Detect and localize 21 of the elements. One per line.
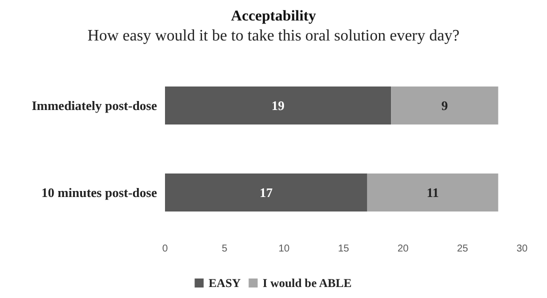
chart-subtitle: How easy would it be to take this oral solution every day? — [88, 28, 460, 44]
legend-label: EASY — [208, 276, 241, 290]
y-tick-label: Immediately post-dose — [32, 98, 158, 113]
bar — [391, 86, 498, 124]
data-label: 17 — [260, 185, 274, 200]
x-tick-label: 5 — [222, 244, 228, 254]
x-tick-label: 10 — [278, 244, 290, 254]
legend-label: I would be ABLE — [262, 276, 352, 290]
x-tick-label: 15 — [338, 244, 350, 254]
data-label: 19 — [272, 98, 286, 113]
x-tick-label: 25 — [456, 244, 468, 254]
x-tick-label: 0 — [162, 244, 168, 254]
bar — [165, 174, 368, 212]
x-tick-label: 30 — [516, 244, 528, 254]
bar — [367, 174, 498, 212]
data-label: 9 — [441, 98, 448, 113]
bar — [165, 86, 392, 124]
y-tick-label: 10 minutes post-dose — [41, 185, 158, 200]
chart-title: Acceptability — [231, 8, 316, 24]
data-label: 11 — [426, 185, 439, 200]
x-tick-label: 20 — [397, 244, 409, 254]
